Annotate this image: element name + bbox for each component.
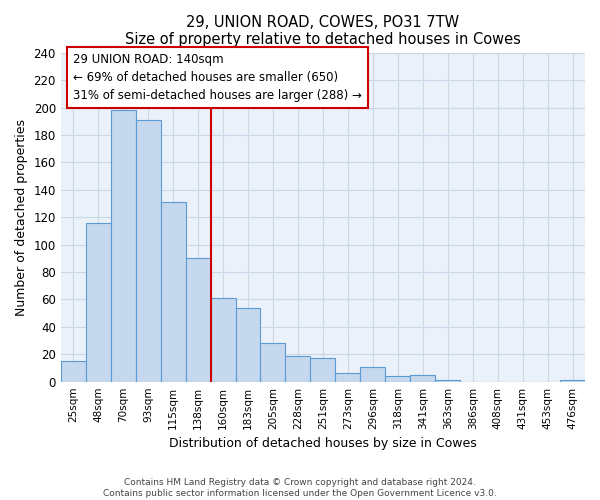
X-axis label: Distribution of detached houses by size in Cowes: Distribution of detached houses by size … bbox=[169, 437, 477, 450]
Bar bbox=[335, 374, 361, 382]
Bar bbox=[185, 258, 211, 382]
Bar bbox=[385, 376, 410, 382]
Bar bbox=[161, 202, 185, 382]
Text: 29 UNION ROAD: 140sqm
← 69% of detached houses are smaller (650)
31% of semi-det: 29 UNION ROAD: 140sqm ← 69% of detached … bbox=[73, 52, 362, 102]
Bar bbox=[136, 120, 161, 382]
Bar bbox=[236, 308, 260, 382]
Bar bbox=[286, 356, 310, 382]
Y-axis label: Number of detached properties: Number of detached properties bbox=[15, 118, 28, 316]
Bar bbox=[435, 380, 460, 382]
Bar bbox=[560, 380, 585, 382]
Bar bbox=[211, 298, 236, 382]
Title: 29, UNION ROAD, COWES, PO31 7TW
Size of property relative to detached houses in : 29, UNION ROAD, COWES, PO31 7TW Size of … bbox=[125, 15, 521, 48]
Bar bbox=[61, 361, 86, 382]
Bar bbox=[310, 358, 335, 382]
Text: Contains HM Land Registry data © Crown copyright and database right 2024.
Contai: Contains HM Land Registry data © Crown c… bbox=[103, 478, 497, 498]
Bar bbox=[361, 366, 385, 382]
Bar bbox=[86, 222, 111, 382]
Bar bbox=[111, 110, 136, 382]
Bar bbox=[410, 375, 435, 382]
Bar bbox=[260, 344, 286, 382]
